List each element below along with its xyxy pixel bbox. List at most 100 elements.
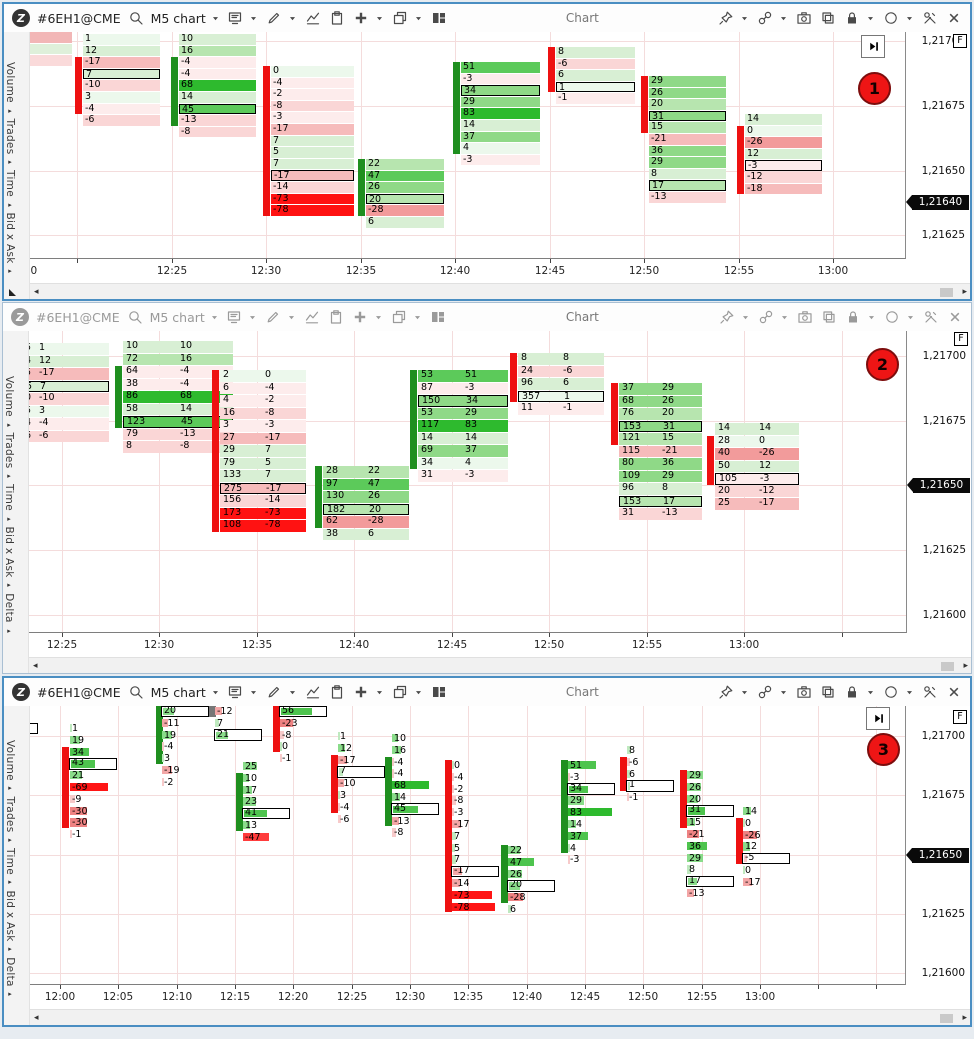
chart-area[interactable]: 1 19 34 43 21 -69 -9 -30 -30 -1 20 -11 19 -4 3 -19 -2 -12…	[30, 706, 906, 985]
chevron-down-icon[interactable]	[905, 688, 914, 697]
sidebar[interactable]: Volume ▸ Trades ▸ Time ▸ Bid x Ask ▸	[4, 32, 30, 299]
chart-area[interactable]: 514125-17570-10534-46-61010721664-438-48…	[29, 331, 907, 633]
chart-area[interactable]: 1 12 -17 7 -10 3 -4 -6 10 16 -4 -4 68 14 45 -13 -8 0 -4 -2-…	[30, 32, 906, 259]
h-scrollbar[interactable]: ◂ ▸	[30, 283, 970, 299]
window-icon[interactable]	[392, 684, 408, 700]
chevron-down-icon[interactable]	[905, 14, 914, 23]
monitor-icon[interactable]	[226, 309, 242, 325]
sidebar[interactable]: Volume ▸ Trades ▸ Time ▸ Bid x Ask ▸ Del…	[3, 331, 29, 673]
close-icon[interactable]	[946, 684, 962, 700]
scroll-left-icon[interactable]: ◂	[34, 1013, 39, 1023]
chevron-down-icon[interactable]	[249, 14, 258, 23]
sidebar-item-trades[interactable]: Trades	[4, 792, 16, 836]
scroll-right-icon[interactable]: ▸	[962, 1013, 967, 1023]
chevron-down-icon[interactable]	[249, 688, 258, 697]
timeframe-selector[interactable]: M5 chart	[150, 684, 206, 700]
chevron-down-icon[interactable]	[413, 313, 422, 322]
chevron-down-icon[interactable]	[374, 313, 383, 322]
annotation-badge[interactable]: 1	[858, 72, 891, 105]
sidebar-item-trades[interactable]: Trades	[4, 115, 16, 159]
chevron-down-icon[interactable]	[288, 14, 297, 23]
pin-icon[interactable]	[718, 684, 734, 700]
fixed-scale-button[interactable]: F	[953, 710, 967, 724]
line-chart-icon[interactable]	[304, 309, 320, 325]
lock-icon[interactable]	[844, 684, 860, 700]
sidebar-item-bid-x-ask[interactable]: Bid x Ask	[4, 886, 16, 945]
chevron-down-icon[interactable]	[740, 14, 749, 23]
tools-icon[interactable]	[923, 309, 939, 325]
sidebar-item-time[interactable]: Time	[4, 166, 16, 201]
scrollbar-thumb[interactable]	[941, 661, 954, 671]
pencil-icon[interactable]	[265, 309, 281, 325]
plus-icon[interactable]	[352, 309, 368, 325]
window-icon[interactable]	[391, 309, 407, 325]
annotation-badge[interactable]: 3	[867, 733, 900, 766]
pencil-icon[interactable]	[266, 10, 282, 26]
chevron-down-icon[interactable]	[906, 313, 915, 322]
chevron-down-icon[interactable]	[287, 313, 296, 322]
sidebar-item-delta[interactable]: Delta	[3, 589, 15, 627]
circle-icon[interactable]	[884, 309, 900, 325]
lock-icon[interactable]	[844, 10, 860, 26]
pencil-icon[interactable]	[266, 684, 282, 700]
sidebar-item-time[interactable]: Time	[4, 844, 16, 879]
annotation-badge[interactable]: 2	[866, 348, 899, 381]
sidebar-item-volume[interactable]: Volume	[4, 62, 16, 107]
panel-grid-icon[interactable]	[431, 684, 447, 700]
panel-grid-icon[interactable]	[430, 309, 446, 325]
chevron-down-icon[interactable]	[866, 14, 875, 23]
search-icon[interactable]	[128, 684, 144, 700]
pin-icon[interactable]	[718, 10, 734, 26]
sidebar-item-time[interactable]: Time	[3, 480, 15, 515]
pin-icon[interactable]	[719, 309, 735, 325]
plus-icon[interactable]	[353, 10, 369, 26]
chevron-down-icon[interactable]	[867, 313, 876, 322]
scrollbar-thumb[interactable]	[940, 1013, 953, 1023]
sidebar-item-delta[interactable]: Delta	[4, 953, 16, 991]
plus-icon[interactable]	[353, 684, 369, 700]
chevron-down-icon[interactable]	[248, 313, 257, 322]
copy-icon[interactable]	[820, 684, 836, 700]
price-axis[interactable]: 1,21700 1,21675 1,21650 1,21625 1,21640 F	[906, 32, 970, 259]
chevron-down-icon[interactable]	[288, 688, 297, 697]
chevron-down-icon[interactable]	[779, 14, 788, 23]
scroll-left-icon[interactable]: ◂	[33, 661, 38, 671]
sidebar-item-volume[interactable]: Volume	[3, 376, 15, 421]
chevron-down-icon[interactable]	[211, 688, 220, 697]
time-axis[interactable]: 12:00 12:05 12:10 12:15 12:20 12:25 12:30 12:35…	[30, 985, 970, 1009]
fixed-scale-button[interactable]: F	[953, 34, 967, 48]
camera-icon[interactable]	[797, 309, 813, 325]
tools-icon[interactable]	[922, 684, 938, 700]
sidebar[interactable]: Volume ▸ Trades ▸ Time ▸ Bid x Ask ▸ Del…	[4, 706, 30, 1025]
chevron-down-icon[interactable]	[780, 313, 789, 322]
time-axis[interactable]: 12:25 12:30 12:35 12:40 12:45 12:50 12:55 13:00	[29, 633, 971, 657]
scroll-right-icon[interactable]: ▸	[962, 287, 967, 297]
clipboard-icon[interactable]	[328, 309, 344, 325]
time-axis[interactable]: 12:20 12:25 12:30 12:35 12:40 12:45 12:50 12:55…	[30, 259, 970, 283]
panel-grid-icon[interactable]	[431, 10, 447, 26]
link-icon[interactable]	[757, 684, 773, 700]
scroll-right-icon[interactable]: ▸	[963, 661, 968, 671]
sidebar-item-bid-x-ask[interactable]: Bid x Ask	[3, 523, 15, 582]
copy-icon[interactable]	[821, 309, 837, 325]
timeframe-selector[interactable]: M5 chart	[149, 309, 205, 325]
go-to-realtime-button[interactable]	[866, 707, 890, 730]
chevron-down-icon[interactable]	[740, 688, 749, 697]
close-icon[interactable]	[946, 10, 962, 26]
chevron-down-icon[interactable]	[741, 313, 750, 322]
go-to-realtime-button[interactable]	[861, 35, 885, 58]
monitor-icon[interactable]	[227, 684, 243, 700]
chevron-down-icon[interactable]	[414, 14, 423, 23]
h-scrollbar[interactable]: ◂ ▸	[29, 657, 971, 673]
price-axis[interactable]: 1,21700 1,21675 1,21625 1,21600 1,21650 F	[907, 331, 971, 633]
sidebar-item-bid-x-ask[interactable]: Bid x Ask	[4, 209, 16, 268]
line-chart-icon[interactable]	[305, 10, 321, 26]
line-chart-icon[interactable]	[305, 684, 321, 700]
instrument-label[interactable]: #6EH1@CME	[36, 309, 120, 325]
chevron-down-icon[interactable]	[866, 688, 875, 697]
chevron-down-icon[interactable]	[210, 313, 219, 322]
circle-icon[interactable]	[883, 10, 899, 26]
chevron-down-icon[interactable]	[211, 14, 220, 23]
instrument-label[interactable]: #6EH1@CME	[37, 684, 121, 700]
copy-icon[interactable]	[820, 10, 836, 26]
